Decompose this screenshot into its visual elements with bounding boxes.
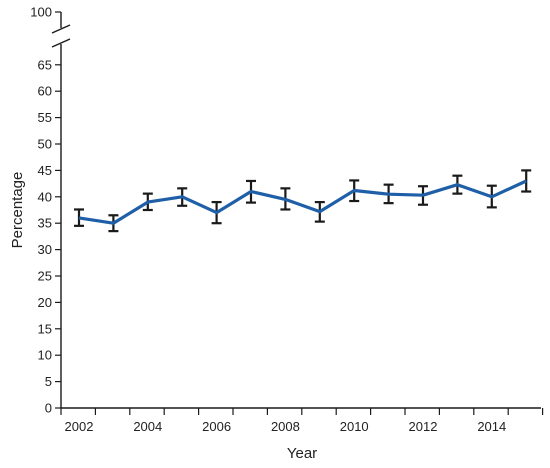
y-tick-label-0: 0 <box>45 401 52 416</box>
axis-break-mark-lower <box>51 38 71 48</box>
x-tick-label-2014: 2014 <box>477 419 506 434</box>
axes <box>51 11 544 415</box>
y-axis-title: Percentage <box>9 172 26 249</box>
y-tick-label-10: 10 <box>38 348 52 363</box>
axis-break-mark-upper <box>51 24 71 34</box>
y-tick-label-5: 5 <box>45 374 52 389</box>
y-tick-label-25: 25 <box>38 269 52 284</box>
series-line <box>78 179 527 225</box>
x-tick-label-2012: 2012 <box>409 419 438 434</box>
y-tick-label-35: 35 <box>38 216 52 231</box>
y-tick-label-100: 100 <box>30 5 52 20</box>
x-tick-label-2006: 2006 <box>202 419 231 434</box>
error-bars <box>74 169 532 233</box>
y-tick-label-60: 60 <box>38 84 52 99</box>
y-tick-label-55: 55 <box>38 110 52 125</box>
y-tick-label-30: 30 <box>38 242 52 257</box>
x-tick-label-2008: 2008 <box>271 419 300 434</box>
y-tick-label-20: 20 <box>38 295 52 310</box>
x-tick-label-2002: 2002 <box>65 419 94 434</box>
y-tick-label-50: 50 <box>38 137 52 152</box>
x-axis-title: Year <box>287 445 317 462</box>
y-tick-label-65: 65 <box>38 57 52 72</box>
y-tick-label-40: 40 <box>38 189 52 204</box>
error-bar-2002 <box>74 208 84 227</box>
tick-labels: 0 5 10 15 20 25 30 35 40 45 50 55 60 65 100 2002 2004 200… <box>30 5 506 435</box>
x-tick-label-2004: 2004 <box>133 419 162 434</box>
y-tick-label-15: 15 <box>38 321 52 336</box>
y-tick-label-45: 45 <box>38 163 52 178</box>
x-tick-label-2010: 2010 <box>340 419 369 434</box>
error-bar-2015 <box>521 169 532 193</box>
